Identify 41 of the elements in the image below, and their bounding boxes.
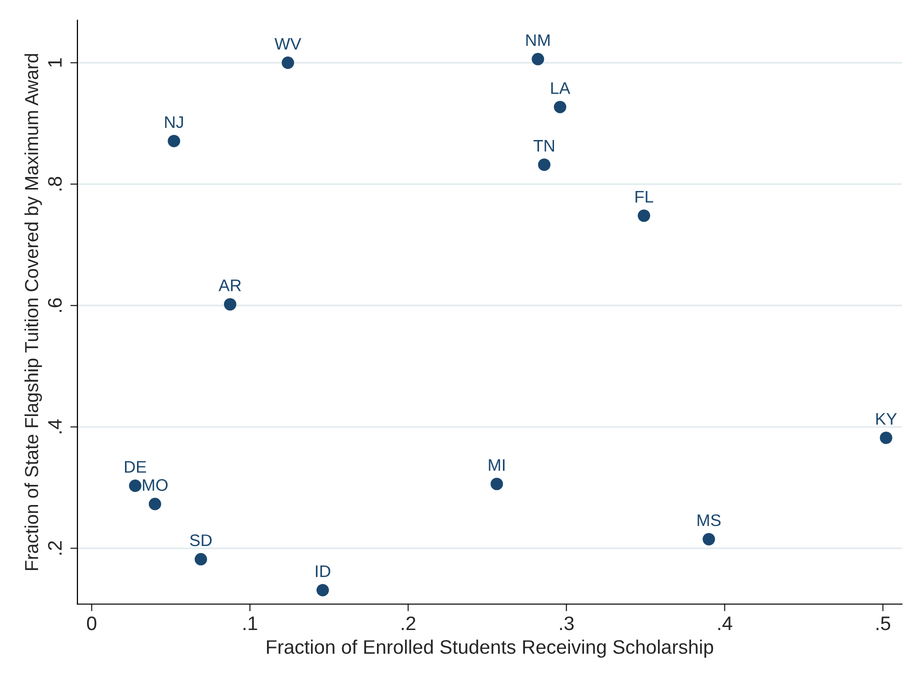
x-tick-label: .2 xyxy=(402,616,416,630)
x-tick-label: .4 xyxy=(718,616,732,630)
x-axis-title: Fraction of Enrolled Students Receiving Scholarship xyxy=(267,640,714,658)
point xyxy=(194,553,208,566)
annotation: MS xyxy=(698,514,721,526)
y-tick-label: 1 xyxy=(48,58,62,67)
annotation: WV xyxy=(274,38,302,50)
point xyxy=(538,158,550,171)
x-tick-label: 0 xyxy=(87,616,96,630)
point xyxy=(224,298,236,311)
point xyxy=(490,478,503,490)
annotation: TN xyxy=(534,140,554,152)
point xyxy=(148,498,162,510)
point xyxy=(316,584,329,596)
y-tick-label: .2 xyxy=(48,541,62,555)
point xyxy=(532,52,544,66)
annotation: KY xyxy=(876,413,897,425)
x-tick-label: .1 xyxy=(244,616,258,630)
annotation: FL xyxy=(636,191,654,203)
annotation: NJ xyxy=(165,116,183,128)
annotation: AR xyxy=(218,280,241,292)
annotation: LA xyxy=(551,82,570,94)
annotation: DE xyxy=(124,461,146,473)
y-tick-label: .4 xyxy=(48,419,62,434)
point xyxy=(702,532,716,546)
annotation: NM xyxy=(526,34,550,46)
y-axis-title: Fraction of State Flagship Tuition Covered by Maximum Award xyxy=(24,54,42,570)
point xyxy=(880,432,892,444)
x-tick-label: .3 xyxy=(560,616,574,630)
point xyxy=(282,56,294,69)
y-tick-label: .8 xyxy=(48,176,62,190)
y-tick-label: .6 xyxy=(48,298,62,312)
annotation: ID xyxy=(316,566,330,577)
point xyxy=(554,100,566,114)
annotation: SD xyxy=(190,534,212,546)
annotation: MO xyxy=(142,479,168,491)
point xyxy=(168,134,180,148)
annotation: MI xyxy=(488,459,505,471)
point xyxy=(638,209,650,222)
point xyxy=(128,480,142,492)
x-tick-label: .5 xyxy=(876,616,890,630)
